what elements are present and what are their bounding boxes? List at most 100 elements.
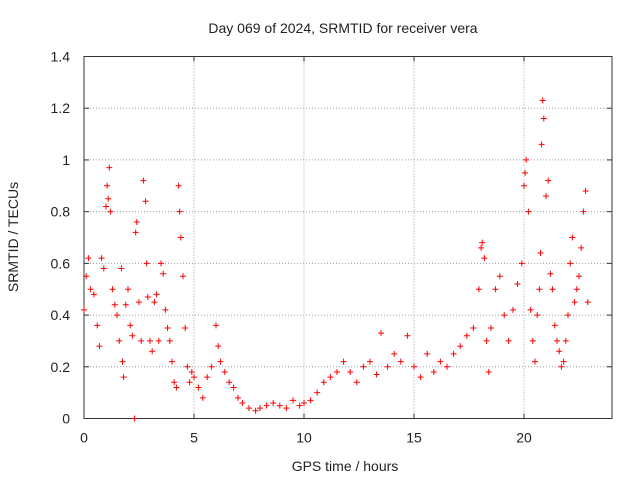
data-point — [153, 291, 160, 298]
data-point — [539, 97, 546, 104]
data-point — [158, 260, 164, 267]
data-point — [514, 281, 521, 288]
data-point — [169, 358, 175, 365]
data-point — [290, 397, 296, 404]
data-point — [478, 244, 485, 251]
x-tick-label: 0 — [80, 430, 88, 446]
data-point — [534, 312, 541, 319]
data-point — [485, 368, 492, 375]
data-point — [142, 198, 149, 205]
data-point — [540, 115, 547, 122]
data-point — [149, 348, 156, 355]
data-point — [164, 325, 171, 331]
data-point — [492, 286, 499, 293]
data-point — [430, 368, 437, 375]
data-point — [562, 337, 569, 344]
y-tick-label: 0.8 — [51, 204, 71, 220]
data-point — [127, 322, 134, 329]
y-tick-label: 1 — [62, 152, 70, 168]
plot-frame — [83, 56, 613, 419]
data-point — [510, 306, 516, 313]
data-point — [119, 358, 126, 365]
data-point — [132, 229, 139, 236]
data-point — [239, 399, 246, 406]
data-point — [301, 399, 307, 406]
data-point — [144, 293, 151, 300]
data-point — [160, 270, 167, 277]
data-point — [177, 234, 184, 241]
data-point — [424, 350, 431, 357]
data-point — [151, 299, 158, 306]
data-point — [523, 156, 530, 163]
data-point — [584, 299, 591, 306]
data-point — [85, 255, 92, 262]
data-point — [191, 374, 197, 381]
data-point — [125, 286, 131, 293]
data-point — [230, 384, 237, 391]
data-point — [180, 273, 186, 280]
data-point — [545, 177, 552, 184]
data-point — [373, 371, 380, 378]
data-point — [404, 332, 411, 339]
data-point — [576, 273, 582, 280]
data-point — [213, 322, 219, 329]
data-point — [463, 332, 470, 339]
data-point — [257, 405, 263, 412]
data-point — [556, 348, 563, 355]
data-point — [283, 405, 290, 412]
data-point — [98, 255, 105, 262]
data-point — [129, 332, 136, 339]
x-tick-label: 10 — [296, 430, 312, 446]
data-point — [391, 350, 398, 357]
chart-title: Day 069 of 2024, SRMTID for receiver ver… — [208, 20, 477, 36]
data-point — [136, 299, 142, 306]
data-point — [479, 239, 486, 246]
data-point — [147, 337, 153, 344]
data-point — [558, 363, 565, 370]
data-point — [450, 350, 457, 357]
data-point — [107, 208, 114, 215]
data-point — [360, 363, 367, 370]
data-point — [543, 193, 549, 200]
data-point — [155, 337, 162, 344]
y-tick-label: 0.4 — [51, 307, 71, 323]
data-point — [83, 273, 90, 280]
x-axis-label: GPS time / hours — [292, 458, 399, 474]
data-point — [195, 384, 202, 391]
data-point — [481, 255, 488, 262]
data-point — [162, 306, 169, 313]
data-point — [104, 182, 111, 189]
data-point — [116, 337, 123, 344]
data-point — [551, 322, 558, 329]
data-point — [138, 337, 145, 344]
data-point — [87, 286, 94, 293]
data-point — [580, 208, 587, 215]
data-point — [384, 363, 391, 370]
data-point — [204, 374, 211, 381]
data-point — [122, 301, 129, 308]
data-point — [171, 379, 178, 386]
data-point — [208, 363, 215, 370]
grid-lines — [84, 56, 612, 419]
data-point — [96, 343, 103, 350]
data-point — [327, 374, 334, 381]
data-point — [215, 343, 222, 350]
data-point — [411, 363, 417, 370]
data-point — [106, 164, 113, 171]
data-point — [475, 286, 482, 293]
data-point — [457, 343, 464, 350]
data-point — [367, 358, 373, 365]
data-point — [175, 182, 182, 189]
data-point — [538, 141, 545, 148]
y-tick-label: 0.2 — [51, 359, 71, 375]
data-point — [549, 286, 556, 293]
data-point — [560, 358, 567, 365]
data-point — [276, 402, 283, 409]
y-axis-label: SRMTID / TECUs — [5, 182, 21, 292]
data-point — [263, 402, 270, 409]
data-point — [567, 260, 574, 267]
data-point — [569, 234, 576, 241]
data-point — [536, 286, 543, 293]
